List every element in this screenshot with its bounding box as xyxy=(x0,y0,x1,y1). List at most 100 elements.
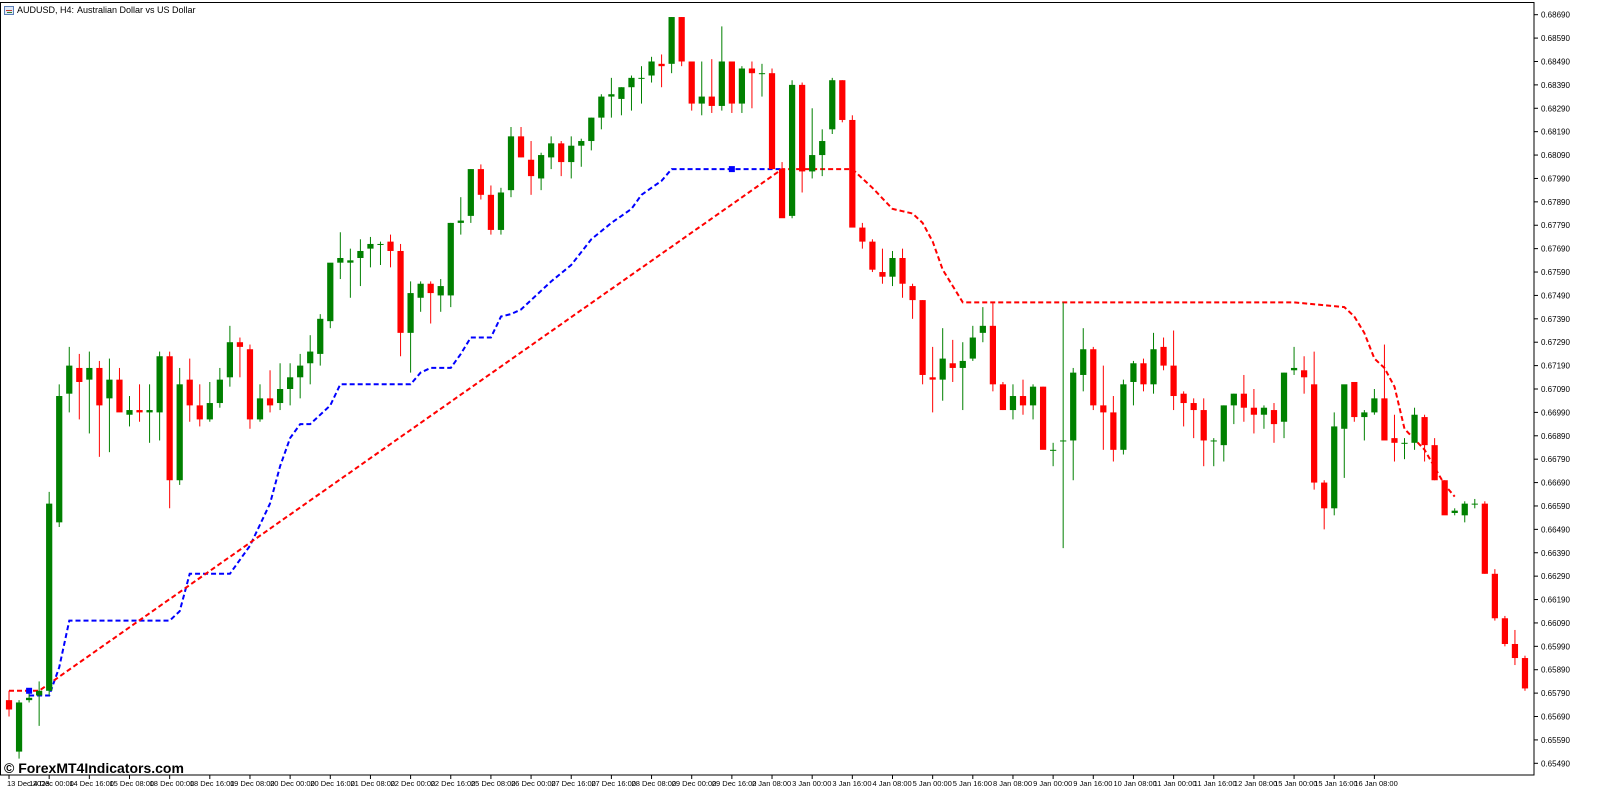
candle-body xyxy=(939,358,946,380)
candle xyxy=(36,681,43,726)
candle-body xyxy=(1461,503,1468,516)
candle-body xyxy=(1371,398,1378,413)
candle-body xyxy=(889,257,896,277)
candle-body xyxy=(287,377,294,389)
candle-body xyxy=(768,73,776,170)
candle xyxy=(788,80,796,219)
candle xyxy=(1311,351,1318,490)
x-tick-label: 29 Dec 16:00 xyxy=(712,779,757,788)
signal-marker xyxy=(728,166,735,173)
candle-body xyxy=(507,136,515,191)
candle xyxy=(1160,337,1167,371)
candle-body xyxy=(859,227,866,242)
candle xyxy=(457,197,464,235)
candle-body xyxy=(778,169,786,219)
candle xyxy=(1170,330,1177,411)
candle xyxy=(919,300,926,385)
candle-body xyxy=(1471,503,1478,505)
candle xyxy=(377,241,384,266)
y-tick-label: 0.65790 xyxy=(1541,689,1570,698)
candle-body xyxy=(1421,417,1428,446)
candle xyxy=(1250,389,1258,434)
y-tick-label: 0.68490 xyxy=(1541,57,1570,66)
candle-body xyxy=(1260,407,1268,415)
candle-body xyxy=(1311,384,1318,483)
y-tick-label: 0.66990 xyxy=(1541,408,1570,417)
candle-body xyxy=(849,119,856,228)
candle xyxy=(969,325,976,361)
candle xyxy=(698,61,705,116)
y-tick-label: 0.65690 xyxy=(1541,713,1570,722)
candle xyxy=(287,363,294,406)
candle xyxy=(507,126,515,198)
candle-body xyxy=(568,145,575,163)
candle xyxy=(728,61,735,113)
candle xyxy=(1511,629,1519,666)
candle-body xyxy=(909,286,916,301)
signal-marker xyxy=(26,687,33,694)
x-tick-label: 9 Jan 00:00 xyxy=(1033,779,1072,788)
candle xyxy=(839,80,846,123)
symbol-label: AUDUSD, H4: xyxy=(17,5,75,15)
candle-body xyxy=(1019,396,1027,406)
candle xyxy=(608,77,615,118)
x-tick-label: 29 Dec 00:00 xyxy=(672,779,717,788)
candle-body xyxy=(588,117,595,142)
candle-body xyxy=(206,403,213,420)
y-tick-label: 0.68690 xyxy=(1541,11,1570,20)
candle-body xyxy=(1230,393,1237,406)
candle-body xyxy=(919,300,926,375)
candle xyxy=(1391,414,1398,462)
candle-body xyxy=(407,293,414,333)
candle-body xyxy=(146,410,153,413)
candle-body xyxy=(537,155,545,179)
candle xyxy=(799,82,806,193)
y-tick-label: 0.68190 xyxy=(1541,128,1570,137)
candle xyxy=(297,353,304,399)
candle-body xyxy=(86,367,93,380)
x-tick-label: 11 Jan 16:00 xyxy=(1194,779,1237,788)
candle xyxy=(1421,414,1428,462)
x-tick-label: 27 Dec 16:00 xyxy=(551,779,596,788)
candle-body xyxy=(899,257,906,284)
candle-body xyxy=(1411,414,1418,443)
candle-body xyxy=(1391,438,1398,443)
candle xyxy=(879,248,886,284)
candle-body xyxy=(949,363,956,368)
candle xyxy=(537,152,545,191)
candle-body xyxy=(307,351,314,364)
symbol-description: Australian Dollar vs US Dollar xyxy=(77,5,196,15)
candle-body xyxy=(1170,365,1177,397)
candle-body xyxy=(1050,449,1057,451)
x-tick-label: 11 Jan 00:00 xyxy=(1154,779,1197,788)
y-tick-label: 0.67890 xyxy=(1541,198,1570,207)
candle-body xyxy=(839,80,846,120)
candle xyxy=(116,367,123,413)
candle-body xyxy=(578,141,585,146)
candle-body xyxy=(658,63,665,67)
x-tick-label: 5 Jan 00:00 xyxy=(913,779,952,788)
candle xyxy=(1521,655,1529,691)
candle-body xyxy=(357,250,364,258)
candle-body xyxy=(15,702,23,752)
x-tick-label: 12 Jan 08:00 xyxy=(1234,779,1277,788)
candle xyxy=(1140,358,1147,392)
y-tick-label: 0.66590 xyxy=(1541,502,1570,511)
candle xyxy=(46,491,53,696)
candle-body xyxy=(56,396,63,523)
candle xyxy=(989,302,997,392)
candle xyxy=(76,353,83,420)
candle xyxy=(638,66,645,104)
candle-body xyxy=(176,384,183,481)
candle xyxy=(367,236,374,268)
x-tick-label: 3 Jan 16:00 xyxy=(832,779,871,788)
candle xyxy=(1200,398,1207,467)
candle xyxy=(126,396,133,427)
x-tick-label: 22 Dec 16:00 xyxy=(431,779,476,788)
candle xyxy=(1230,393,1237,425)
candle-body xyxy=(477,169,484,195)
candle-body xyxy=(1331,426,1338,509)
y-tick-label: 0.67190 xyxy=(1541,362,1570,371)
